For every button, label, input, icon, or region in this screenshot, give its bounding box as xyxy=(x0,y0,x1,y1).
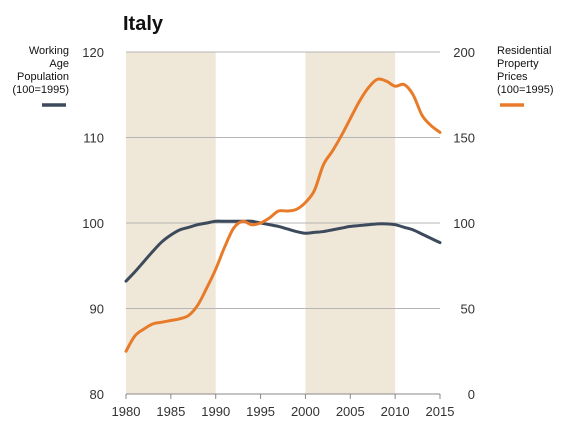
series-line-working-age xyxy=(124,219,442,283)
x-tick-label-2015: 2015 xyxy=(426,404,455,419)
legend-working-age-line-3: Population xyxy=(17,71,69,83)
x-tick-label-2000: 2000 xyxy=(291,404,320,419)
legend-property-prices-line-4: (100=1995) xyxy=(497,84,554,96)
chart-title: Italy xyxy=(123,13,164,35)
right-axis-ticks: 0 50 100 150 200 xyxy=(453,45,475,402)
legend-working-age-line-2: Age xyxy=(49,58,69,70)
right-tick-label-150: 150 xyxy=(453,131,475,146)
left-tick-label-80: 80 xyxy=(90,387,104,402)
legend-property-prices: Residential Property Prices (100=1995) xyxy=(497,45,554,107)
x-tick-label-1995: 1995 xyxy=(246,404,275,419)
x-axis-ticks: 1980 1985 1990 1995 2000 2005 2010 2015 xyxy=(112,394,455,419)
legend-working-age: Working Age Population (100=1995) xyxy=(12,45,69,107)
left-axis-ticks: 80 90 100 110 120 xyxy=(82,45,104,402)
left-tick-label-90: 90 xyxy=(90,302,104,317)
legend-property-prices-line-2: Property xyxy=(497,58,539,70)
legend-working-age-line-1: Working xyxy=(29,45,69,57)
left-tick-label-100: 100 xyxy=(82,216,104,231)
right-tick-label-50: 50 xyxy=(461,302,475,317)
x-tick-label-1990: 1990 xyxy=(201,404,230,419)
legend-property-prices-line-1: Residential xyxy=(497,45,551,57)
right-tick-label-200: 200 xyxy=(453,45,475,60)
left-tick-label-120: 120 xyxy=(82,45,104,60)
x-tick-label-2010: 2010 xyxy=(381,404,410,419)
right-tick-label-0: 0 xyxy=(468,387,475,402)
series-lines xyxy=(124,77,442,353)
x-tick-label-1980: 1980 xyxy=(112,404,141,419)
legend-property-prices-line-3: Prices xyxy=(497,71,528,83)
x-tick-label-2005: 2005 xyxy=(336,404,365,419)
series-line-property-prices xyxy=(124,77,442,353)
left-tick-label-110: 110 xyxy=(83,131,104,146)
legend-working-age-line-4: (100=1995) xyxy=(12,84,69,96)
x-tick-label-1985: 1985 xyxy=(156,404,185,419)
right-tick-label-100: 100 xyxy=(453,216,475,231)
